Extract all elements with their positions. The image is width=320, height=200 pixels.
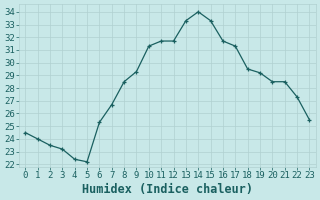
- X-axis label: Humidex (Indice chaleur): Humidex (Indice chaleur): [82, 183, 253, 196]
